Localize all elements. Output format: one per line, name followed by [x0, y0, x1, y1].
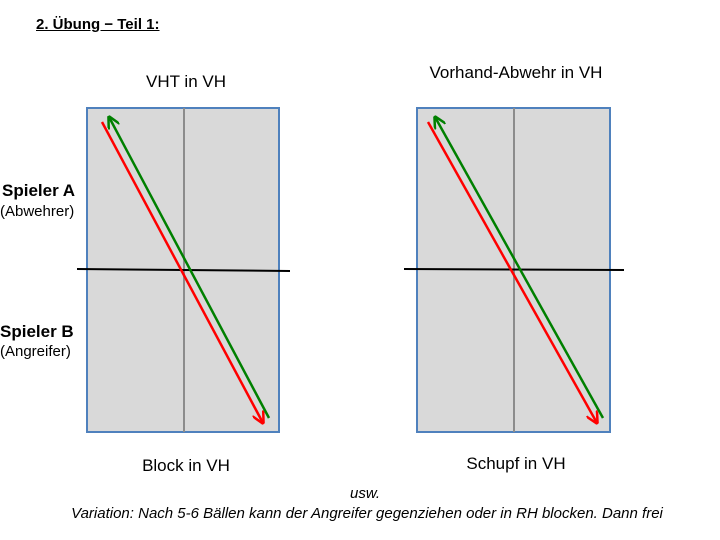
- variation-note: Variation: Nach 5-6 Bällen kann der Angr…: [71, 505, 663, 522]
- left-table: [76, 107, 291, 433]
- player-b-name: Spieler B: [0, 322, 74, 341]
- left-red-arrow: [100, 121, 263, 423]
- right-table-top-caption: Vorhand-Abwehr in VH: [429, 63, 603, 82]
- exercise-heading: 2. Übung − Teil 1:: [36, 16, 160, 33]
- player-a-role: (Abwehrer): [0, 203, 75, 220]
- right-red-arrow: [426, 121, 597, 423]
- right-table-net: [403, 268, 625, 271]
- right-table: [403, 107, 625, 433]
- right-green-arrow: [435, 117, 605, 419]
- left-table-net: [76, 268, 291, 272]
- usw-note: usw.: [349, 485, 380, 502]
- right-table-bottom-caption: Schupf in VH: [466, 454, 566, 473]
- player-a-name: Spieler A: [2, 181, 76, 200]
- left-table-bottom-caption: Block in VH: [142, 456, 230, 475]
- player-b-role: (Angreifer): [0, 343, 71, 360]
- left-green-arrow: [109, 117, 271, 419]
- left-table-top-caption: VHT in VH: [146, 72, 226, 91]
